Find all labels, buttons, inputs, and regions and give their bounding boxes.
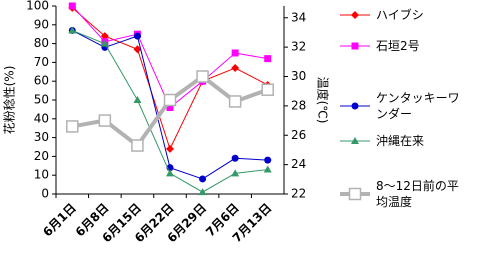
legend-label: 8〜12日前の平均温度 [376, 179, 459, 209]
marker [68, 2, 76, 10]
marker [133, 32, 141, 40]
y2-tick-label: 28 [291, 98, 306, 112]
y-tick-label: 60 [34, 74, 49, 88]
y2-tick-label: 24 [291, 157, 306, 171]
marker [264, 55, 272, 63]
marker [133, 96, 142, 103]
marker [351, 11, 359, 19]
marker [351, 102, 359, 110]
series-line [71, 5, 268, 109]
x-tick-label: 6月1日 [40, 201, 79, 240]
y2-axis-title: 温度(℃) [316, 77, 331, 124]
legend-label: 石垣2号 [376, 39, 420, 53]
y2-tick-label: 26 [291, 128, 306, 142]
marker [351, 137, 359, 144]
y2-tick-label: 22 [291, 187, 306, 201]
marker [199, 175, 207, 183]
marker [100, 39, 109, 47]
series-line [71, 7, 268, 151]
marker [198, 188, 207, 196]
marker [163, 93, 177, 107]
marker [131, 139, 144, 152]
marker [231, 64, 240, 73]
marker [231, 154, 239, 162]
y2-tick-label: 34 [291, 10, 306, 24]
y-tick-label: 0 [41, 187, 49, 201]
marker [348, 187, 362, 201]
y-tick-label: 80 [34, 36, 49, 50]
y-axis-title: 花粉稔性(%) [2, 66, 17, 135]
marker [261, 83, 274, 96]
marker [166, 169, 174, 177]
marker [68, 26, 77, 34]
y2-tick-label: 32 [291, 40, 306, 54]
y-tick-label: 100 [26, 0, 49, 13]
marker [196, 70, 209, 83]
y-tick-label: 70 [34, 55, 49, 69]
marker [100, 32, 109, 41]
y-tick-label: 30 [34, 130, 49, 144]
legend-label: 沖縄在来 [376, 134, 425, 148]
y-tick-label: 50 [34, 93, 49, 107]
marker [133, 45, 142, 54]
y-tick-label: 40 [34, 111, 49, 125]
marker [228, 95, 242, 108]
marker [351, 42, 359, 50]
marker [231, 169, 240, 177]
y-tick-label: 90 [34, 17, 49, 31]
y-tick-label: 20 [34, 149, 49, 163]
legend-label: ケンタッキーワンダー [376, 91, 460, 121]
y-tick-label: 10 [34, 168, 49, 182]
marker [66, 120, 79, 133]
marker [98, 114, 112, 127]
marker [263, 165, 272, 173]
marker [166, 104, 174, 112]
legend-label: ハイブシ [376, 8, 424, 22]
marker [231, 49, 239, 57]
y2-tick-label: 30 [291, 69, 306, 83]
marker [264, 156, 272, 164]
marker [166, 144, 174, 153]
